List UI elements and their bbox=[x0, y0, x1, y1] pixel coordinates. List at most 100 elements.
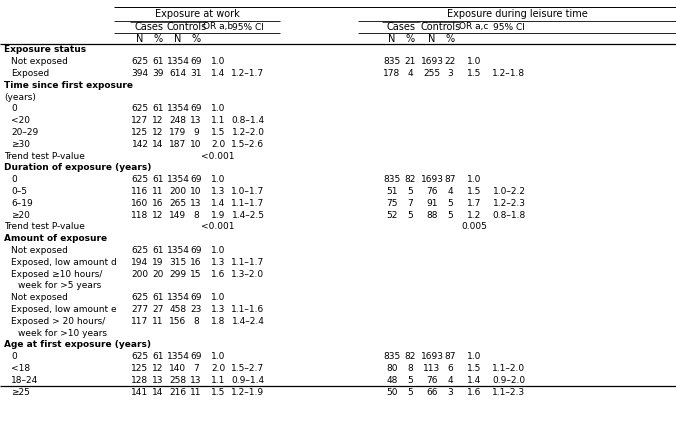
Text: 277: 277 bbox=[131, 305, 149, 314]
Text: 1.1–2.3: 1.1–2.3 bbox=[492, 388, 525, 396]
Text: 16: 16 bbox=[190, 258, 201, 267]
Text: 61: 61 bbox=[152, 352, 164, 361]
Text: 0: 0 bbox=[11, 175, 17, 184]
Text: Not exposed: Not exposed bbox=[11, 246, 68, 255]
Text: 5: 5 bbox=[407, 187, 413, 196]
Text: 5: 5 bbox=[407, 376, 413, 385]
Text: Exposed, low amount e: Exposed, low amount e bbox=[11, 305, 117, 314]
Text: Cases: Cases bbox=[135, 22, 164, 32]
Text: 14: 14 bbox=[152, 140, 164, 149]
Text: N: N bbox=[137, 33, 144, 44]
Text: 95% CI: 95% CI bbox=[232, 23, 264, 32]
Text: 127: 127 bbox=[131, 116, 149, 125]
Text: 625: 625 bbox=[131, 293, 149, 302]
Text: 1.1–1.7: 1.1–1.7 bbox=[231, 258, 264, 267]
Text: 11: 11 bbox=[190, 388, 201, 396]
Text: 1.5: 1.5 bbox=[211, 388, 225, 396]
Text: 1693: 1693 bbox=[420, 57, 443, 66]
Text: 2.0: 2.0 bbox=[211, 140, 225, 149]
Text: 61: 61 bbox=[152, 175, 164, 184]
Text: 69: 69 bbox=[190, 293, 201, 302]
Text: 1.3: 1.3 bbox=[211, 305, 225, 314]
Text: Exposure at work: Exposure at work bbox=[155, 9, 239, 19]
Text: <18: <18 bbox=[11, 364, 30, 373]
Text: Not exposed: Not exposed bbox=[11, 293, 68, 302]
Text: 69: 69 bbox=[190, 352, 201, 361]
Text: 625: 625 bbox=[131, 105, 149, 113]
Text: 194: 194 bbox=[131, 258, 149, 267]
Text: Age at first exposure (years): Age at first exposure (years) bbox=[4, 340, 151, 349]
Text: 3: 3 bbox=[447, 69, 453, 78]
Text: 258: 258 bbox=[170, 376, 187, 385]
Text: week for >10 years: week for >10 years bbox=[18, 328, 107, 338]
Text: 1.5: 1.5 bbox=[467, 364, 481, 373]
Text: 82: 82 bbox=[404, 352, 416, 361]
Text: 10: 10 bbox=[190, 140, 201, 149]
Text: 15: 15 bbox=[190, 270, 201, 279]
Text: 1.0: 1.0 bbox=[211, 175, 225, 184]
Text: 1.2–1.8: 1.2–1.8 bbox=[492, 69, 525, 78]
Text: 1.0: 1.0 bbox=[211, 105, 225, 113]
Text: 1.6: 1.6 bbox=[467, 388, 481, 396]
Text: Controls: Controls bbox=[167, 22, 207, 32]
Text: 23: 23 bbox=[191, 305, 201, 314]
Text: N: N bbox=[174, 33, 182, 44]
Text: 394: 394 bbox=[131, 69, 149, 78]
Text: 5: 5 bbox=[407, 210, 413, 219]
Text: 179: 179 bbox=[170, 128, 187, 137]
Text: <20: <20 bbox=[11, 116, 30, 125]
Text: N: N bbox=[388, 33, 395, 44]
Text: 16: 16 bbox=[152, 199, 164, 208]
Text: 315: 315 bbox=[170, 258, 187, 267]
Text: 5: 5 bbox=[447, 210, 453, 219]
Text: 0: 0 bbox=[11, 105, 17, 113]
Text: 625: 625 bbox=[131, 175, 149, 184]
Text: Exposed: Exposed bbox=[11, 69, 49, 78]
Text: Trend test P-value: Trend test P-value bbox=[4, 222, 85, 231]
Text: 835: 835 bbox=[383, 352, 401, 361]
Text: 1.1–1.6: 1.1–1.6 bbox=[231, 305, 264, 314]
Text: 1.2–1.9: 1.2–1.9 bbox=[231, 388, 264, 396]
Text: 1.0: 1.0 bbox=[467, 175, 481, 184]
Text: 91: 91 bbox=[427, 199, 438, 208]
Text: 1354: 1354 bbox=[166, 175, 189, 184]
Text: 75: 75 bbox=[386, 199, 397, 208]
Text: 299: 299 bbox=[170, 270, 187, 279]
Text: 1.2–2.0: 1.2–2.0 bbox=[231, 128, 264, 137]
Text: ≥20: ≥20 bbox=[11, 210, 30, 219]
Text: Exposure during leisure time: Exposure during leisure time bbox=[447, 9, 587, 19]
Text: 1.9: 1.9 bbox=[211, 210, 225, 219]
Text: 1.0: 1.0 bbox=[467, 352, 481, 361]
Text: 61: 61 bbox=[152, 57, 164, 66]
Text: 20: 20 bbox=[152, 270, 164, 279]
Text: 835: 835 bbox=[383, 57, 401, 66]
Text: Cases: Cases bbox=[387, 22, 416, 32]
Text: 1.4: 1.4 bbox=[467, 376, 481, 385]
Text: 118: 118 bbox=[131, 210, 149, 219]
Text: 51: 51 bbox=[386, 187, 397, 196]
Text: Time since first exposure: Time since first exposure bbox=[4, 81, 133, 90]
Text: Controls: Controls bbox=[421, 22, 461, 32]
Text: 255: 255 bbox=[423, 69, 441, 78]
Text: 0.005: 0.005 bbox=[461, 222, 487, 231]
Text: 11: 11 bbox=[152, 317, 164, 326]
Text: Trend test P-value: Trend test P-value bbox=[4, 152, 85, 161]
Text: 1.0–2.2: 1.0–2.2 bbox=[493, 187, 525, 196]
Text: Not exposed: Not exposed bbox=[11, 57, 68, 66]
Text: 20–29: 20–29 bbox=[11, 128, 39, 137]
Text: 1.0: 1.0 bbox=[467, 57, 481, 66]
Text: 95% CI: 95% CI bbox=[493, 23, 525, 32]
Text: 265: 265 bbox=[170, 199, 187, 208]
Text: 66: 66 bbox=[427, 388, 438, 396]
Text: 1.0: 1.0 bbox=[211, 293, 225, 302]
Text: 0: 0 bbox=[11, 352, 17, 361]
Text: 8: 8 bbox=[193, 317, 199, 326]
Text: 1.2–2.3: 1.2–2.3 bbox=[493, 199, 525, 208]
Text: 117: 117 bbox=[131, 317, 149, 326]
Text: <0.001: <0.001 bbox=[201, 222, 235, 231]
Text: 88: 88 bbox=[427, 210, 438, 219]
Text: 1354: 1354 bbox=[166, 246, 189, 255]
Text: 12: 12 bbox=[152, 128, 164, 137]
Text: 160: 160 bbox=[131, 199, 149, 208]
Text: 625: 625 bbox=[131, 352, 149, 361]
